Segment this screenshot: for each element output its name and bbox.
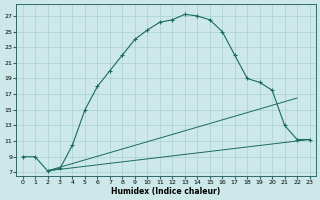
X-axis label: Humidex (Indice chaleur): Humidex (Indice chaleur)	[111, 187, 221, 196]
